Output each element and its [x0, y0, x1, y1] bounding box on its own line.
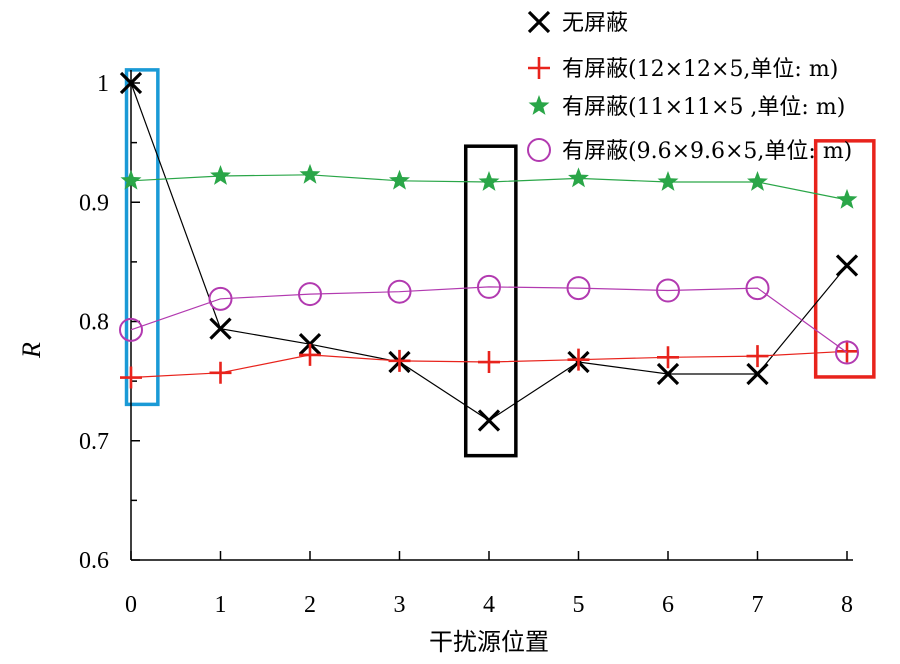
- data-point: [388, 349, 411, 372]
- x-tick-label: 3: [394, 592, 406, 618]
- x-tick-label: 8: [841, 592, 853, 618]
- series-3: [119, 274, 859, 365]
- highlight-boxes: [124, 68, 876, 458]
- legend-marker: [528, 95, 550, 115]
- data-point: [656, 362, 680, 386]
- data-point: [568, 167, 589, 188]
- data-point: [746, 345, 769, 368]
- data-point: [567, 348, 590, 371]
- data-point: [836, 188, 858, 209]
- data-point: [745, 276, 770, 301]
- x-tick-label: 5: [573, 592, 585, 618]
- x-axis-title: 干扰源位置: [429, 628, 549, 656]
- y-tick-label: 1: [97, 71, 109, 97]
- data-point: [120, 169, 142, 190]
- x-tick-label: 7: [752, 592, 764, 618]
- x-tick-label: 1: [215, 592, 227, 618]
- data-point: [657, 346, 679, 369]
- legend-marker: [527, 10, 551, 34]
- highlight-box-1: [463, 144, 518, 458]
- series-2: [120, 163, 858, 209]
- legend-label: 无屏蔽: [562, 11, 628, 36]
- x-tick-label: 4: [483, 592, 495, 618]
- data-point: [387, 279, 412, 304]
- data-point: [656, 278, 680, 303]
- data-point: [746, 362, 769, 386]
- y-tick-label: 0.8: [79, 310, 109, 336]
- legend-marker: [528, 57, 550, 79]
- data-point: [478, 351, 500, 374]
- x-tick-label: 6: [662, 592, 674, 618]
- data-point: [478, 170, 500, 191]
- data-point: [210, 165, 231, 185]
- data-point: [657, 170, 679, 191]
- data-point: [208, 286, 233, 311]
- x-tick-label: 0: [125, 592, 137, 618]
- series-0: [119, 71, 859, 432]
- x-tick-label: 2: [304, 592, 316, 618]
- data-point: [566, 276, 591, 301]
- data-point: [209, 317, 232, 340]
- data-point: [299, 163, 321, 184]
- y-tick-label: 0.6: [79, 548, 109, 574]
- data-point: [389, 169, 410, 190]
- data-point: [299, 343, 321, 366]
- axes: 0.6 0.7 0.8 0.9 1 0 1 2 3 4 5 6 7 8: [79, 70, 853, 618]
- data-point: [298, 282, 322, 307]
- data-point: [119, 317, 143, 342]
- data-point: [477, 274, 501, 299]
- legend-label: 有屏蔽(12×12×5,单位: m): [562, 57, 838, 82]
- data-point: [209, 361, 232, 384]
- legend-marker: [527, 138, 551, 162]
- data-point: [747, 170, 768, 191]
- highlight-box-0: [124, 68, 160, 407]
- data-point: [836, 340, 858, 363]
- series-1: [120, 340, 858, 389]
- highlight-box-2: [813, 139, 876, 379]
- data-point: [119, 71, 143, 95]
- y-axis-title: R: [17, 342, 46, 359]
- legend-label: 有屏蔽(11×11×5 ,单位: m): [562, 95, 845, 120]
- y-tick-label: 0.9: [79, 190, 109, 216]
- data-point: [835, 254, 859, 277]
- data-point: [120, 366, 142, 389]
- data-point: [835, 340, 859, 365]
- y-tick-label: 0.7: [79, 429, 109, 455]
- series-line: [130, 286, 848, 353]
- legend-label: 有屏蔽(9.6×9.6×5,单位: m): [562, 139, 852, 164]
- series-layer: [119, 71, 859, 432]
- data-point: [477, 409, 501, 432]
